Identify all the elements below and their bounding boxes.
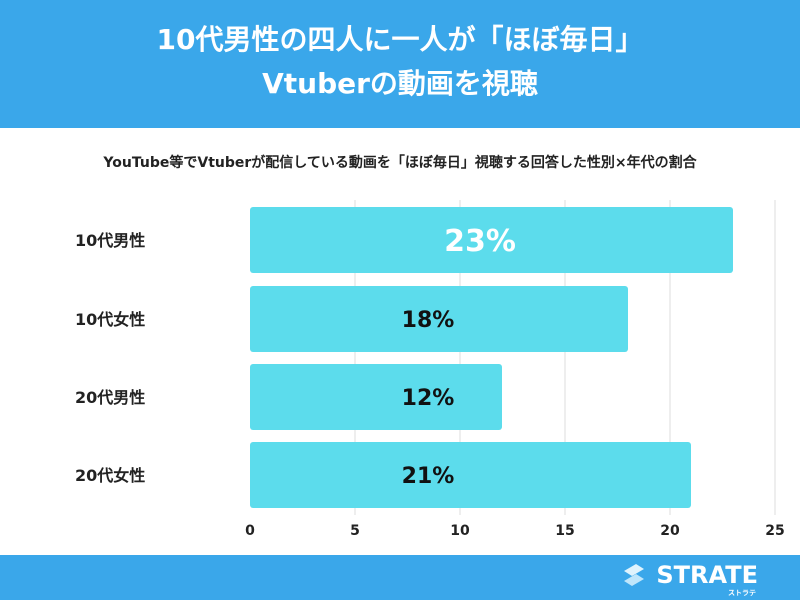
logo-text: STRATE (656, 561, 758, 589)
category-label: 20代男性 (75, 388, 145, 407)
bar (250, 286, 628, 352)
logo-icon (624, 564, 645, 586)
x-tick-label: 25 (765, 523, 784, 539)
category-label: 10代男性 (75, 231, 145, 250)
header-banner: 10代男性の四人に一人が「ほぼ毎日」 Vtuberの動画を視聴 (0, 0, 800, 128)
data-label: 12% (402, 386, 455, 411)
x-tick-label: 0 (245, 523, 255, 539)
data-label: 23% (444, 224, 516, 259)
bar (250, 364, 502, 430)
x-tick-label: 15 (555, 523, 574, 539)
data-label: 18% (402, 308, 455, 333)
category-label: 10代女性 (75, 310, 145, 329)
strate-logo: STRATE ストラテ (620, 561, 758, 597)
chart-title: YouTube等でVtuberが配信している動画を「ほぼ毎日」視聴する回答した性… (103, 155, 697, 171)
footer-bar: STRATE ストラテ (0, 555, 800, 600)
header-title-line1: 10代男性の四人に一人が「ほぼ毎日」 (156, 23, 644, 56)
bar (250, 442, 691, 508)
category-label: 20代女性 (75, 466, 145, 485)
data-label: 21% (402, 464, 455, 489)
x-tick-label: 5 (350, 523, 360, 539)
x-tick-label: 20 (660, 523, 680, 539)
logo-subtext: ストラテ (728, 589, 756, 597)
header-title-line2: Vtuberの動画を視聴 (262, 67, 538, 100)
bar (250, 207, 733, 273)
x-tick-label: 10 (450, 523, 470, 539)
